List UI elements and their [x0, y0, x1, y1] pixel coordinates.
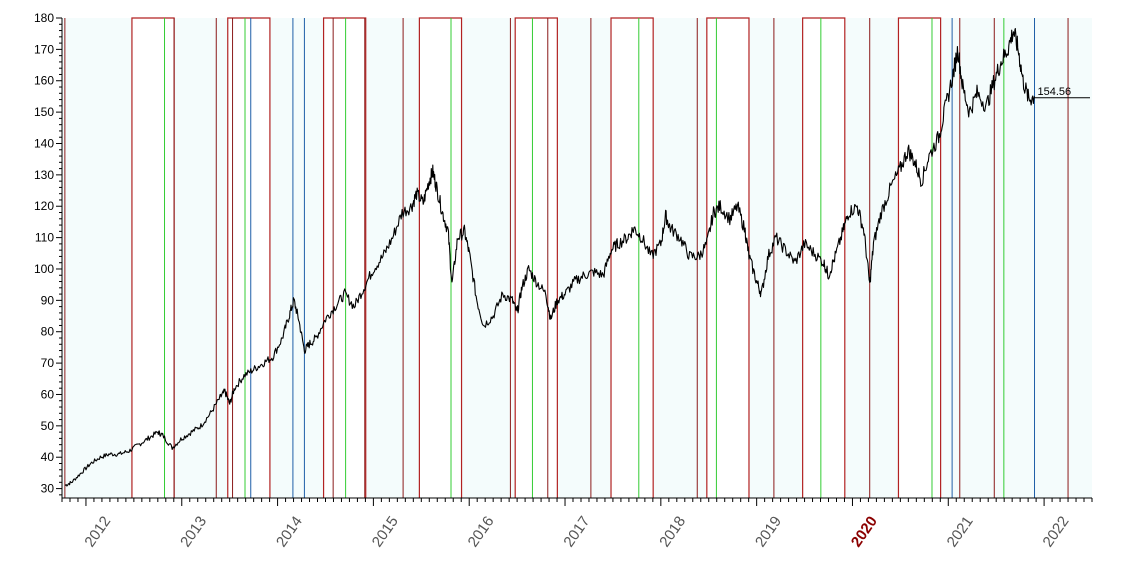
last-value-label: 154.56 — [1038, 86, 1072, 98]
x-tick-label-2016: 2016 — [465, 513, 498, 550]
x-tick-label-2015: 2015 — [369, 513, 402, 550]
season-band-5 — [611, 18, 654, 498]
x-tick-label-2020: 2020 — [848, 513, 881, 550]
last-value-marker: 154.56 — [1034, 86, 1090, 99]
season-band-7 — [802, 18, 845, 498]
y-tick-label-30: 30 — [41, 482, 55, 496]
season-band-outline-8 — [897, 17, 942, 498]
y-tick-label-180: 180 — [34, 11, 54, 25]
price-line — [64, 27, 1036, 487]
season-band-3 — [419, 18, 462, 498]
y-tick-label-80: 80 — [41, 325, 55, 339]
y-tick-label-120: 120 — [34, 199, 54, 213]
x-tick-label-2019: 2019 — [752, 513, 785, 550]
season-band-outline-3 — [418, 17, 463, 498]
y-tick-label-170: 170 — [34, 42, 54, 56]
season-band-outline-2 — [322, 17, 367, 498]
season-band-0 — [131, 18, 175, 498]
season-band-outline-4 — [514, 17, 558, 498]
y-tick-label-60: 60 — [41, 387, 55, 401]
y-tick-label-40: 40 — [41, 450, 55, 464]
season-band-4 — [515, 18, 558, 498]
y-tick-label-70: 70 — [41, 356, 55, 370]
season-band-outline-1 — [227, 17, 271, 498]
x-tick-label-2017: 2017 — [560, 513, 593, 550]
y-tick-label-90: 90 — [41, 293, 55, 307]
y-tick-label-100: 100 — [34, 262, 54, 276]
x-tick-label-2018: 2018 — [656, 513, 689, 550]
x-tick-label-2012: 2012 — [81, 513, 114, 550]
y-tick-label-140: 140 — [34, 136, 54, 150]
y-tick-label-130: 130 — [34, 168, 54, 182]
x-axis: 2012 2013 2014 2015 2016 2017 2018 2019 2020 2021… — [61, 497, 1093, 550]
season-bands — [131, 17, 942, 498]
vertical-markers — [64, 18, 1069, 498]
x-tick-label-2013: 2013 — [177, 513, 210, 550]
y-axis: 30 40 50 60 70 80 90 100 110 120 130 140 150 160 170 18… — [34, 11, 63, 498]
x-tick-label-2022: 2022 — [1039, 513, 1072, 550]
season-band-6 — [706, 18, 749, 498]
season-band-1 — [227, 18, 270, 498]
x-tick-label-2021: 2021 — [944, 513, 977, 550]
season-band-2 — [323, 18, 366, 498]
season-band-outline-7 — [802, 17, 846, 498]
y-tick-label-110: 110 — [35, 231, 54, 245]
x-tick-label-2014: 2014 — [273, 513, 306, 550]
season-band-8 — [898, 18, 941, 498]
y-tick-label-160: 160 — [34, 74, 54, 88]
y-tick-label-150: 150 — [34, 105, 54, 119]
y-tick-label-50: 50 — [41, 419, 55, 433]
